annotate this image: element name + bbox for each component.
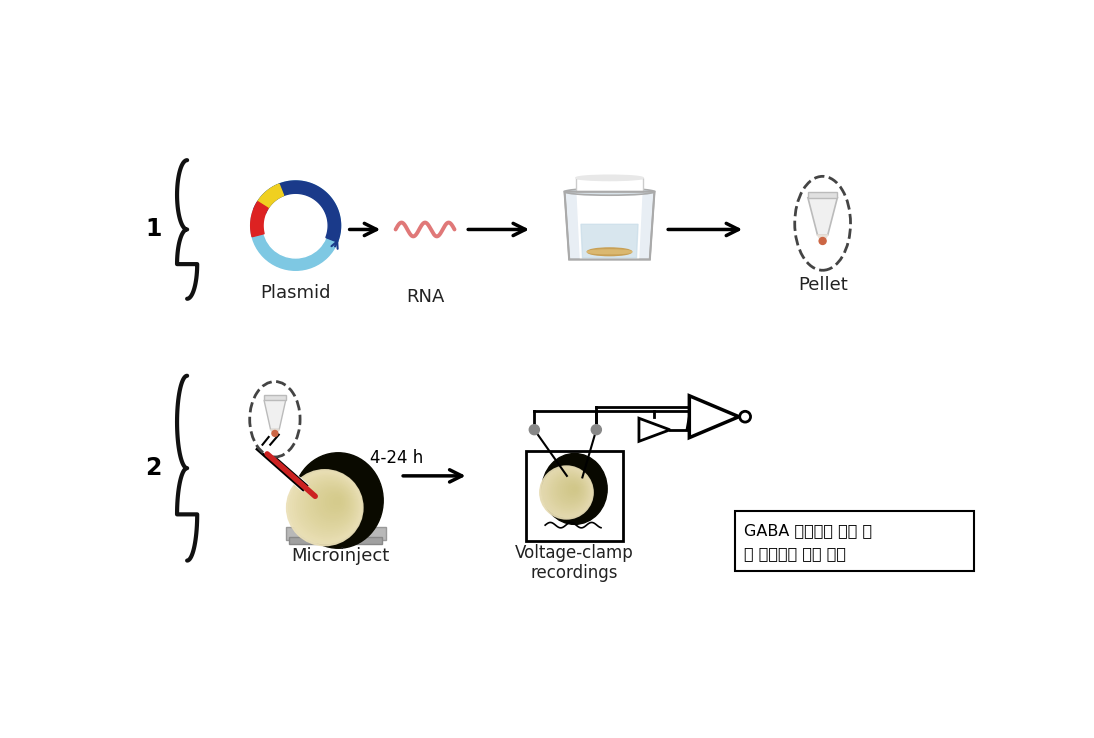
- Ellipse shape: [565, 188, 654, 196]
- Circle shape: [305, 480, 354, 529]
- Circle shape: [303, 480, 356, 531]
- Circle shape: [291, 472, 361, 542]
- Ellipse shape: [794, 176, 850, 270]
- Text: Voltage-clamp
recordings: Voltage-clamp recordings: [515, 544, 635, 582]
- Polygon shape: [264, 396, 286, 400]
- Polygon shape: [578, 192, 642, 260]
- Bar: [286, 528, 386, 539]
- Circle shape: [315, 487, 349, 520]
- Polygon shape: [689, 396, 738, 438]
- Polygon shape: [270, 430, 279, 435]
- Circle shape: [293, 473, 360, 540]
- Circle shape: [819, 238, 826, 244]
- Polygon shape: [251, 201, 268, 237]
- Circle shape: [334, 498, 340, 504]
- Text: 및 효능평가 방법 개요: 및 효능평가 방법 개요: [744, 546, 847, 562]
- Circle shape: [544, 469, 591, 516]
- Circle shape: [310, 483, 352, 525]
- Circle shape: [569, 485, 578, 494]
- Ellipse shape: [249, 382, 300, 457]
- Polygon shape: [639, 418, 670, 441]
- Polygon shape: [817, 235, 828, 244]
- Circle shape: [326, 493, 345, 511]
- Circle shape: [296, 476, 358, 537]
- Circle shape: [559, 479, 583, 503]
- Circle shape: [289, 471, 362, 544]
- Circle shape: [328, 494, 344, 509]
- Circle shape: [272, 430, 278, 436]
- Polygon shape: [565, 192, 654, 260]
- Text: 1: 1: [146, 218, 162, 241]
- Circle shape: [319, 489, 347, 517]
- Circle shape: [591, 424, 602, 435]
- Circle shape: [556, 476, 585, 506]
- Circle shape: [330, 496, 342, 508]
- Circle shape: [563, 481, 581, 499]
- Circle shape: [565, 483, 580, 497]
- Polygon shape: [264, 400, 286, 430]
- Text: Microinject: Microinject: [291, 547, 389, 565]
- Text: 4-24 h: 4-24 h: [370, 449, 423, 467]
- Circle shape: [547, 471, 589, 512]
- Circle shape: [333, 497, 341, 506]
- Polygon shape: [581, 224, 638, 258]
- Circle shape: [263, 193, 328, 258]
- Ellipse shape: [542, 454, 607, 525]
- Circle shape: [549, 472, 587, 511]
- Circle shape: [542, 467, 592, 517]
- Ellipse shape: [587, 248, 631, 255]
- Text: 2: 2: [146, 456, 162, 480]
- Circle shape: [546, 470, 590, 514]
- Ellipse shape: [575, 175, 643, 181]
- Circle shape: [740, 411, 750, 422]
- Text: GABA 수용체의 세포 발: GABA 수용체의 세포 발: [744, 523, 873, 538]
- Circle shape: [324, 492, 346, 513]
- Polygon shape: [258, 184, 283, 208]
- Circle shape: [294, 475, 359, 539]
- Ellipse shape: [587, 250, 631, 254]
- Bar: [735, 511, 974, 570]
- Polygon shape: [807, 192, 837, 198]
- Circle shape: [314, 486, 350, 523]
- Circle shape: [299, 477, 357, 535]
- Circle shape: [529, 424, 539, 435]
- Circle shape: [287, 469, 363, 545]
- Circle shape: [322, 491, 346, 515]
- Circle shape: [557, 477, 584, 504]
- Polygon shape: [807, 198, 837, 235]
- Bar: [526, 451, 624, 542]
- Circle shape: [307, 482, 353, 528]
- Circle shape: [336, 500, 339, 503]
- Circle shape: [572, 488, 575, 491]
- Circle shape: [539, 466, 593, 519]
- Circle shape: [554, 475, 586, 507]
- Text: Pellet: Pellet: [798, 276, 848, 294]
- Circle shape: [567, 484, 579, 496]
- Text: RNA: RNA: [406, 289, 444, 306]
- Circle shape: [561, 480, 582, 500]
- Circle shape: [571, 486, 577, 492]
- Ellipse shape: [293, 453, 383, 548]
- Circle shape: [251, 181, 340, 270]
- Text: Plasmid: Plasmid: [260, 284, 330, 303]
- Circle shape: [312, 484, 351, 524]
- Polygon shape: [575, 178, 643, 192]
- Bar: [290, 537, 383, 545]
- Circle shape: [301, 478, 356, 533]
- Polygon shape: [254, 181, 340, 242]
- Circle shape: [317, 489, 348, 519]
- Circle shape: [551, 474, 587, 509]
